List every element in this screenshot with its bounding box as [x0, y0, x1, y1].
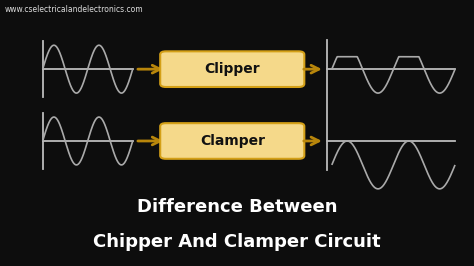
Text: Difference Between: Difference Between: [137, 198, 337, 217]
FancyBboxPatch shape: [160, 51, 304, 87]
Text: Clipper: Clipper: [204, 62, 260, 76]
FancyBboxPatch shape: [160, 123, 304, 159]
Text: Chipper And Clamper Circuit: Chipper And Clamper Circuit: [93, 233, 381, 251]
Text: Clamper: Clamper: [200, 134, 265, 148]
Text: www.cselectricalandelectronics.com: www.cselectricalandelectronics.com: [5, 5, 143, 14]
